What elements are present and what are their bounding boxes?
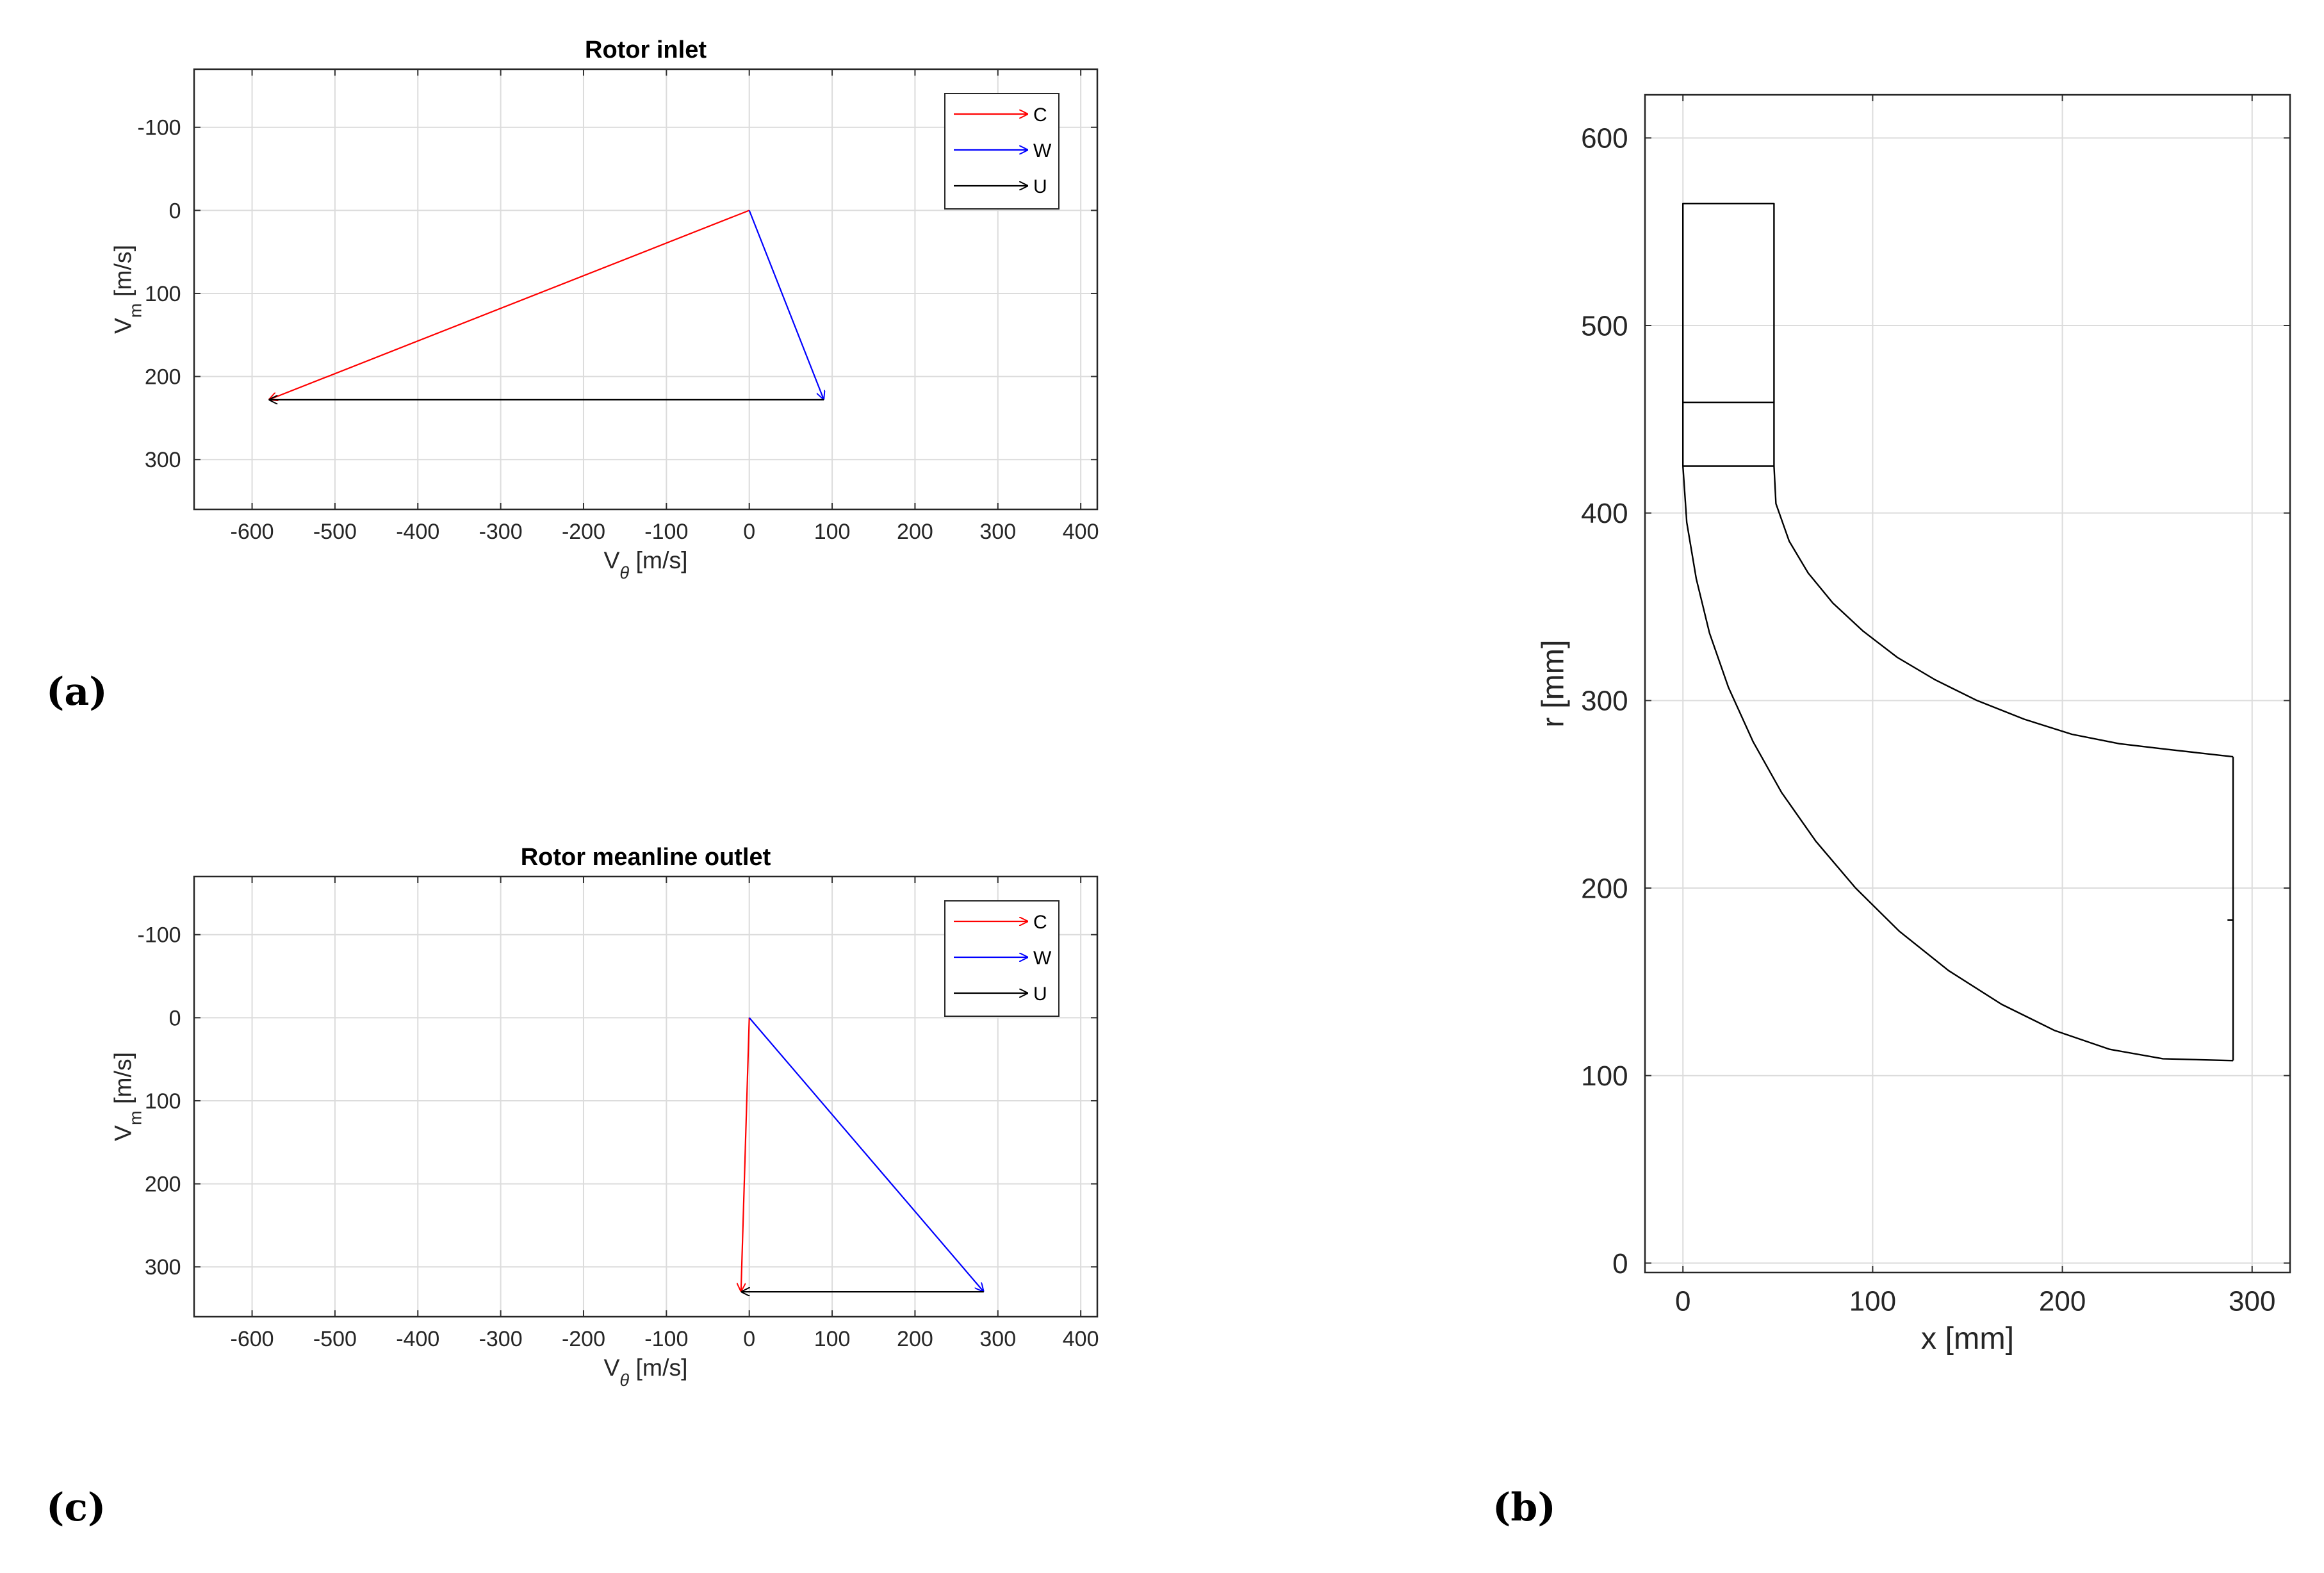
tick-label-y: 300 — [145, 1255, 181, 1280]
axes-box — [1644, 94, 2291, 1274]
tick-label-y: 600 — [1581, 123, 1628, 154]
tick-label-x: -300 — [479, 520, 523, 544]
tick-label-x: 100 — [1849, 1285, 1896, 1317]
tick-label-x: 100 — [814, 1327, 851, 1351]
tick-label-y: 0 — [169, 199, 181, 223]
y-axis-subscript: m — [125, 303, 145, 318]
tick-label-x: -200 — [562, 1327, 605, 1351]
axes-box — [193, 875, 1099, 1318]
x-axis-label: Vθ [m/s] — [603, 547, 687, 582]
x-axis-label: x [mm] — [1921, 1321, 2014, 1356]
tick-label-x: 300 — [979, 1327, 1016, 1351]
x-axis-label: Vθ [m/s] — [603, 1354, 687, 1390]
tick-label-y: 0 — [169, 1006, 181, 1030]
chart-title: Rotor meanline outlet — [521, 844, 771, 871]
legend-label-W: W — [1033, 140, 1052, 161]
x-axis-unit: [m/s] — [629, 547, 687, 573]
tick-label-x: 400 — [1063, 1327, 1099, 1351]
vector-W — [748, 1017, 984, 1292]
tick-label-y: 0 — [1612, 1248, 1628, 1280]
panel-label-a: (a) — [46, 670, 108, 714]
vector-C — [268, 210, 750, 400]
series-shroud — [1773, 466, 2234, 758]
tick-label-y: -100 — [138, 923, 181, 948]
y-axis-unit: [m/s] — [109, 1052, 136, 1110]
x-axis-subscript: θ — [619, 1369, 629, 1389]
tick-label-x: -200 — [562, 520, 605, 544]
panel-label-b: (b) — [1493, 1485, 1556, 1530]
chart-c: -600 -500 -400 -300 -200 -100 0 100 200 300 400 -10… — [109, 844, 1099, 1389]
tick-label-y: 200 — [145, 1173, 181, 1197]
tick-label-x: 0 — [1675, 1285, 1690, 1317]
tick-label-y: 200 — [145, 365, 181, 390]
tick-label-x: -500 — [313, 1327, 357, 1351]
chart-b: 0 100 200 300 0 100 200 300 400 500 600 x [mm] r [mm… — [1535, 94, 2291, 1356]
panel-label-c: (c) — [46, 1485, 106, 1530]
tick-label-x: 100 — [814, 520, 851, 544]
vector-W — [748, 210, 824, 400]
tick-label-y: 100 — [145, 282, 181, 306]
series-hub — [1682, 466, 2234, 1062]
y-axis-label: r [mm] — [1535, 639, 1570, 727]
tick-label-x: 300 — [979, 520, 1016, 544]
x-axis-subscript: θ — [619, 562, 629, 582]
legend-label-C: C — [1033, 912, 1047, 933]
tick-label-x: 0 — [743, 520, 755, 544]
tick-label-y: 500 — [1581, 310, 1628, 342]
y-axis-label: Vm [m/s] — [109, 1052, 145, 1141]
chart-title: Rotor inlet — [585, 37, 707, 63]
y-axis-unit: [m/s] — [109, 245, 136, 303]
tick-label-x: 0 — [743, 1327, 755, 1351]
legend-box — [944, 900, 1060, 1017]
tick-label-x: -100 — [644, 520, 688, 544]
chart-a: -600 -500 -400 -300 -200 -100 0 100 200 300 400 -10… — [109, 37, 1099, 582]
legend-box — [944, 93, 1060, 210]
tick-label-y: 300 — [1581, 686, 1628, 717]
tick-label-x: 400 — [1063, 520, 1099, 544]
tick-label-y: 300 — [145, 448, 181, 472]
tick-label-y: 400 — [1581, 498, 1628, 529]
tick-label-x: -600 — [231, 520, 274, 544]
tick-label-x: -500 — [313, 520, 357, 544]
vector-C — [741, 1017, 750, 1292]
tick-label-x: -300 — [479, 1327, 523, 1351]
y-axis-subscript: m — [125, 1110, 145, 1125]
legend: CWU — [944, 93, 1060, 210]
axes-box — [193, 68, 1099, 511]
x-axis-unit: [m/s] — [629, 1354, 687, 1381]
tick-label-x: 200 — [897, 1327, 933, 1351]
legend-label-U: U — [1033, 984, 1047, 1005]
tick-label-y: 100 — [1581, 1060, 1628, 1092]
tick-label-y: 100 — [145, 1089, 181, 1114]
legend-label-U: U — [1033, 176, 1047, 197]
tick-label-x: -400 — [396, 1327, 439, 1351]
tick-label-x: -100 — [644, 1327, 688, 1351]
legend-label-C: C — [1033, 104, 1047, 126]
tick-label-x: -600 — [231, 1327, 274, 1351]
legend: CWU — [944, 900, 1060, 1017]
tick-label-x: -400 — [396, 520, 439, 544]
y-axis-label: Vm [m/s] — [109, 245, 145, 334]
tick-label-y: 200 — [1581, 873, 1628, 904]
tick-label-x: 300 — [2229, 1285, 2275, 1317]
legend-label-W: W — [1033, 948, 1052, 969]
tick-label-y: -100 — [138, 116, 181, 140]
tick-label-x: 200 — [2039, 1285, 2086, 1317]
tick-label-x: 200 — [897, 520, 933, 544]
series-inlet-duct — [1682, 202, 1775, 467]
